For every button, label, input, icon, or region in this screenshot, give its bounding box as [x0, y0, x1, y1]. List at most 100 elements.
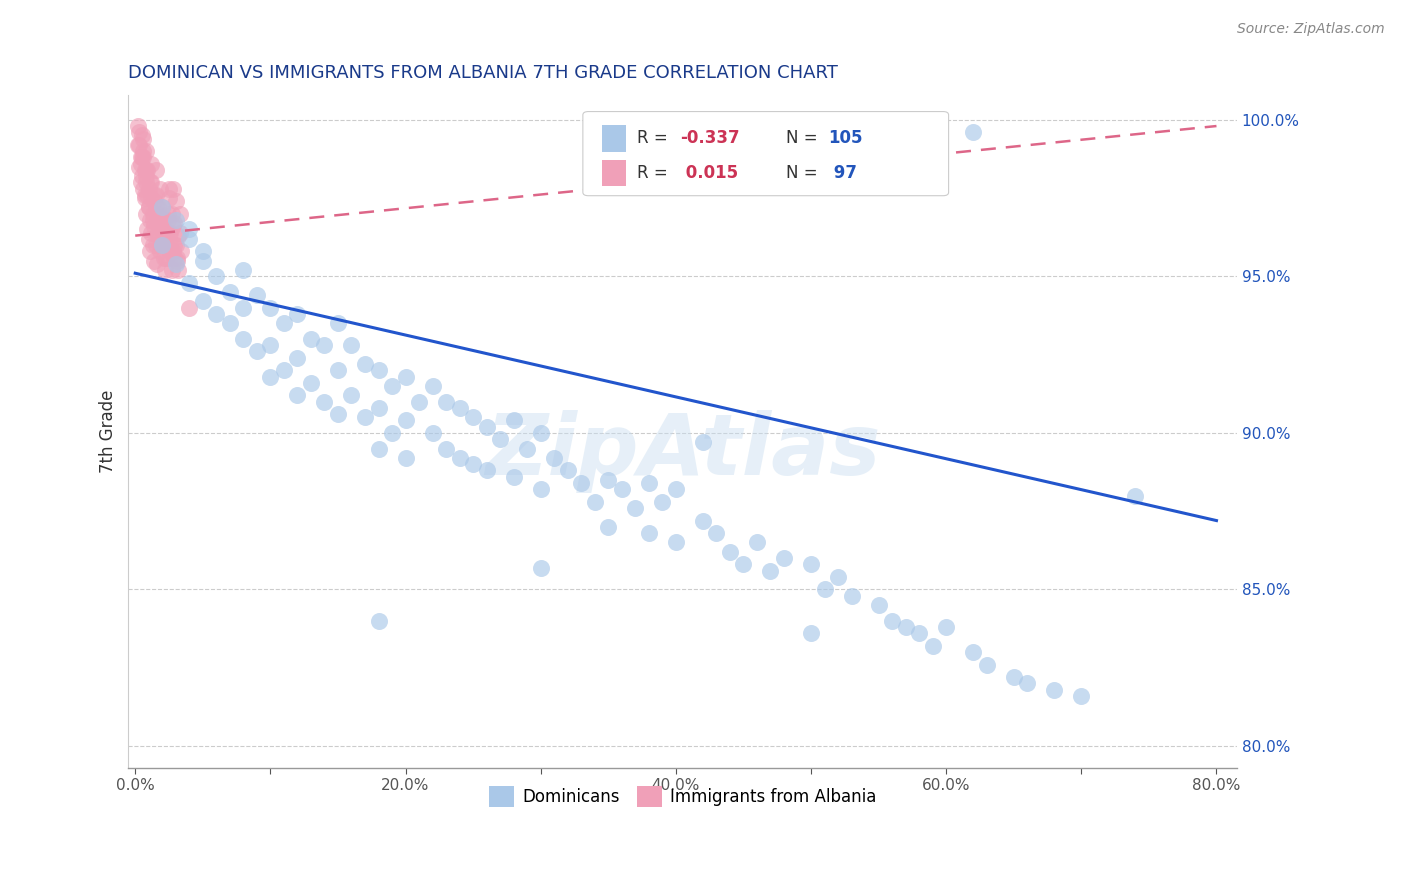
Point — [142, 238, 165, 252]
Point — [880, 614, 903, 628]
Point — [134, 162, 156, 177]
Point — [773, 551, 796, 566]
Point — [163, 216, 186, 230]
Point — [134, 188, 156, 202]
Legend: Dominicans, Immigrants from Albania: Dominicans, Immigrants from Albania — [482, 780, 883, 814]
Point — [170, 244, 193, 259]
Point — [326, 407, 349, 421]
Point — [502, 469, 524, 483]
Point — [146, 216, 169, 230]
Point — [340, 338, 363, 352]
Point — [141, 191, 163, 205]
Point — [489, 432, 512, 446]
Point — [651, 495, 673, 509]
Point — [381, 379, 404, 393]
Point — [165, 213, 187, 227]
Point — [145, 162, 167, 177]
Point — [259, 338, 281, 352]
Point — [145, 238, 167, 252]
Point — [610, 483, 633, 497]
Bar — [602, 125, 626, 152]
Point — [179, 276, 201, 290]
Point — [394, 413, 416, 427]
Text: -0.337: -0.337 — [681, 129, 740, 147]
Point — [367, 401, 389, 415]
Point — [800, 626, 823, 640]
Point — [166, 251, 188, 265]
Point — [135, 207, 157, 221]
Point — [314, 394, 336, 409]
Point — [624, 501, 647, 516]
Point — [706, 526, 728, 541]
Point — [191, 294, 214, 309]
Point — [153, 263, 176, 277]
Point — [543, 450, 565, 465]
Point — [143, 188, 166, 202]
Point — [921, 639, 943, 653]
Point — [665, 535, 688, 549]
Text: N =: N = — [786, 164, 823, 182]
Point — [733, 558, 755, 572]
Point — [155, 226, 177, 240]
Point — [718, 545, 741, 559]
Point — [152, 213, 174, 227]
Point — [150, 238, 173, 252]
Point — [1002, 670, 1025, 684]
Point — [205, 307, 228, 321]
Point — [163, 251, 186, 265]
Point — [557, 463, 579, 477]
Point — [129, 150, 152, 164]
Point — [1070, 689, 1092, 703]
Point — [141, 175, 163, 189]
Text: 97: 97 — [828, 164, 856, 182]
Point — [160, 207, 183, 221]
Point — [156, 207, 179, 221]
Bar — [602, 160, 626, 186]
Point — [976, 657, 998, 672]
Point — [935, 620, 957, 634]
Point — [232, 332, 254, 346]
Point — [287, 351, 309, 365]
Point — [149, 222, 172, 236]
Point — [165, 194, 187, 209]
Point — [179, 222, 201, 236]
Point — [153, 232, 176, 246]
Point — [159, 244, 181, 259]
Point — [166, 253, 188, 268]
Point — [449, 450, 471, 465]
Point — [135, 144, 157, 158]
Point — [131, 128, 153, 143]
Point — [326, 363, 349, 377]
Point — [146, 207, 169, 221]
Point — [340, 388, 363, 402]
Point — [139, 175, 162, 189]
Point — [138, 201, 160, 215]
Point — [434, 442, 457, 456]
Point — [167, 228, 190, 243]
Point — [132, 144, 155, 158]
Point — [157, 182, 180, 196]
Point — [128, 125, 150, 139]
Point — [962, 125, 984, 139]
Point — [232, 263, 254, 277]
Point — [132, 182, 155, 196]
Point — [156, 213, 179, 227]
Text: 0.015: 0.015 — [681, 164, 738, 182]
Text: DOMINICAN VS IMMIGRANTS FROM ALBANIA 7TH GRADE CORRELATION CHART: DOMINICAN VS IMMIGRANTS FROM ALBANIA 7TH… — [128, 64, 838, 82]
Point — [530, 483, 553, 497]
Point — [367, 363, 389, 377]
Point — [475, 419, 498, 434]
Point — [169, 226, 191, 240]
Point — [136, 162, 159, 177]
Point — [143, 219, 166, 234]
Point — [142, 207, 165, 221]
Point — [162, 182, 184, 196]
Point — [408, 394, 430, 409]
Point — [138, 232, 160, 246]
Point — [800, 558, 823, 572]
Point — [1017, 676, 1039, 690]
Point — [841, 589, 863, 603]
Point — [259, 301, 281, 315]
Point — [287, 307, 309, 321]
Point — [367, 614, 389, 628]
